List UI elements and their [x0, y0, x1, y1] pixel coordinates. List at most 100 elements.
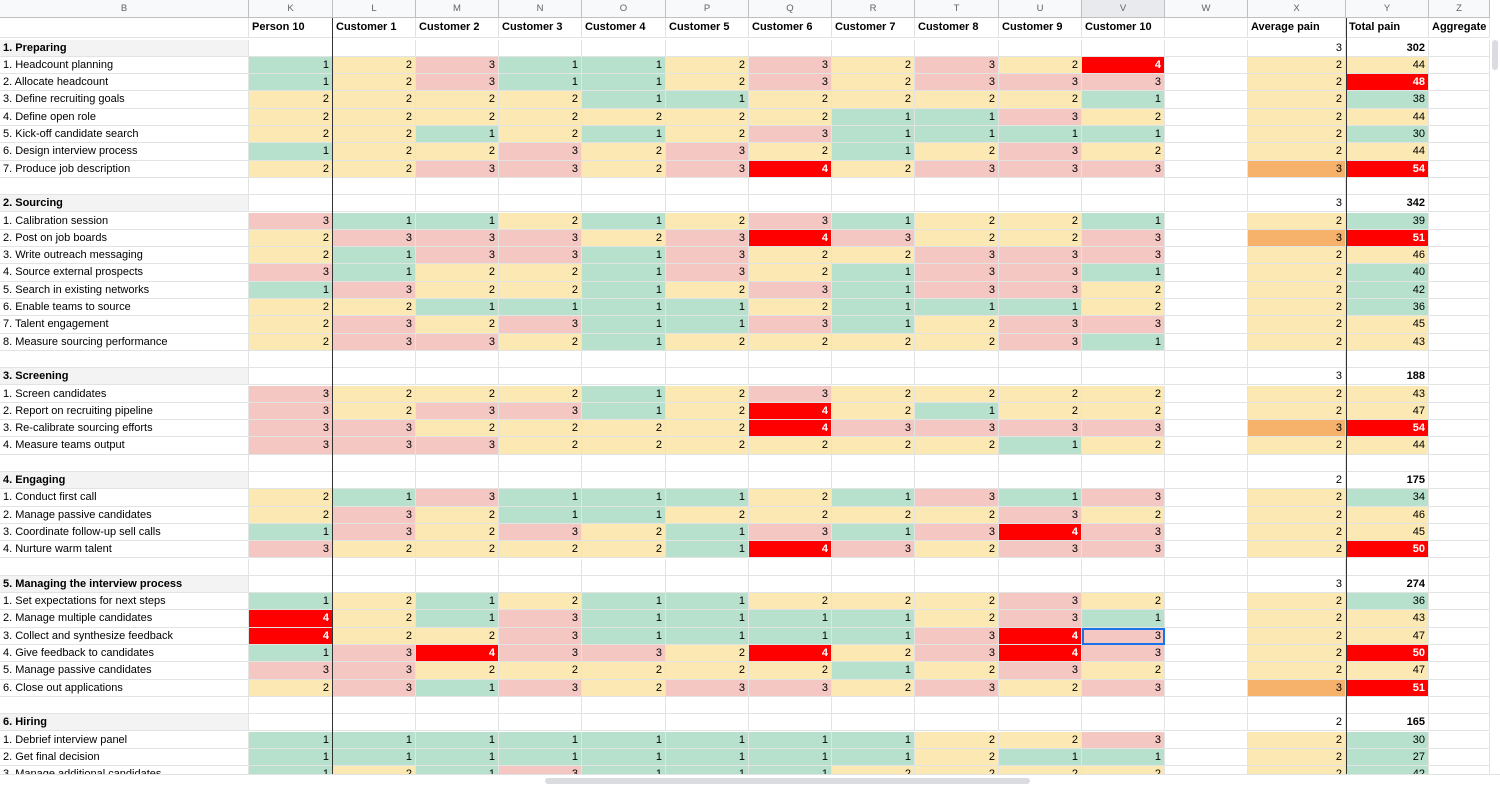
score-cell[interactable]: 3 — [249, 264, 333, 282]
score-cell[interactable]: 2 — [666, 385, 749, 403]
score-cell[interactable]: 2 — [749, 299, 832, 317]
score-cell[interactable]: 1 — [582, 212, 666, 230]
average-cell[interactable]: 2 — [1248, 126, 1346, 144]
cell[interactable] — [749, 472, 832, 490]
average-cell[interactable]: 2 — [1248, 523, 1346, 542]
score-cell[interactable]: 2 — [249, 160, 333, 178]
score-cell[interactable]: 2 — [333, 299, 416, 317]
score-cell[interactable]: 3 — [333, 645, 416, 663]
score-cell[interactable]: 1 — [666, 489, 749, 507]
score-cell[interactable]: 3 — [333, 229, 416, 248]
cell[interactable] — [1429, 143, 1490, 161]
score-cell[interactable]: 3 — [915, 645, 999, 663]
score-cell[interactable]: 3 — [499, 645, 582, 663]
average-cell[interactable]: 2 — [1248, 212, 1346, 230]
score-cell[interactable]: 1 — [249, 645, 333, 663]
score-cell[interactable]: 3 — [749, 126, 832, 144]
cell[interactable] — [1248, 350, 1346, 369]
cell[interactable] — [1248, 454, 1346, 472]
cell[interactable] — [915, 195, 999, 213]
cell[interactable] — [1165, 264, 1248, 282]
cell[interactable] — [1429, 523, 1490, 542]
cell[interactable] — [999, 472, 1082, 490]
score-cell[interactable]: 1 — [666, 299, 749, 317]
total-cell[interactable]: 43 — [1346, 333, 1429, 351]
average-cell[interactable]: 2 — [1248, 593, 1346, 611]
cell[interactable] — [0, 350, 249, 369]
total-cell[interactable]: 38 — [1346, 91, 1429, 109]
cell[interactable] — [999, 39, 1082, 57]
cell[interactable] — [582, 39, 666, 57]
score-cell[interactable]: 2 — [666, 56, 749, 75]
score-cell[interactable]: 4 — [999, 645, 1082, 663]
score-cell[interactable]: 2 — [999, 212, 1082, 230]
score-cell[interactable]: 3 — [915, 281, 999, 299]
v-scrollbar[interactable] — [1492, 40, 1498, 70]
score-cell[interactable]: 2 — [499, 126, 582, 144]
average-cell[interactable]: 2 — [1248, 627, 1346, 645]
row-label[interactable]: 4. Measure teams output — [0, 437, 249, 455]
score-cell[interactable]: 3 — [333, 662, 416, 680]
score-cell[interactable]: 3 — [499, 143, 582, 161]
cell[interactable] — [1165, 679, 1248, 697]
cell[interactable] — [749, 177, 832, 196]
cell[interactable] — [1429, 281, 1490, 299]
row-label[interactable]: 1. Calibration session — [0, 212, 249, 230]
score-cell[interactable]: 3 — [915, 489, 999, 507]
cell[interactable] — [1165, 229, 1248, 248]
cell[interactable] — [1429, 212, 1490, 230]
total-cell[interactable]: 47 — [1346, 627, 1429, 645]
score-cell[interactable]: 2 — [1082, 281, 1165, 299]
cell[interactable] — [582, 350, 666, 369]
score-cell[interactable]: 2 — [666, 108, 749, 126]
row-label[interactable]: 5. Kick-off candidate search — [0, 126, 249, 144]
score-cell[interactable]: 2 — [749, 264, 832, 282]
score-cell[interactable]: 2 — [499, 108, 582, 126]
score-cell[interactable]: 2 — [333, 143, 416, 161]
cell[interactable] — [749, 454, 832, 472]
total-cell[interactable]: 30 — [1346, 126, 1429, 144]
score-cell[interactable]: 3 — [915, 420, 999, 438]
score-cell[interactable]: 2 — [333, 627, 416, 645]
cell[interactable] — [1429, 627, 1490, 645]
cell[interactable] — [1165, 177, 1248, 196]
score-cell[interactable]: 2 — [499, 541, 582, 559]
row-label[interactable]: 2. Post on job boards — [0, 229, 249, 248]
cell[interactable] — [915, 696, 999, 715]
score-cell[interactable]: 3 — [416, 74, 499, 92]
section-total[interactable]: 188 — [1346, 368, 1429, 386]
cell[interactable] — [832, 696, 915, 715]
score-cell[interactable]: 3 — [999, 420, 1082, 438]
score-cell[interactable]: 3 — [666, 160, 749, 178]
score-cell[interactable]: 1 — [915, 299, 999, 317]
cell[interactable] — [915, 714, 999, 732]
cell[interactable] — [499, 195, 582, 213]
score-cell[interactable]: 3 — [1082, 420, 1165, 438]
cell[interactable] — [0, 177, 249, 196]
cell[interactable] — [1429, 160, 1490, 178]
score-cell[interactable]: 3 — [749, 523, 832, 542]
cell[interactable] — [1165, 506, 1248, 524]
score-cell[interactable]: 2 — [249, 247, 333, 265]
score-cell[interactable]: 1 — [333, 212, 416, 230]
total-cell[interactable]: 50 — [1346, 541, 1429, 559]
score-cell[interactable]: 3 — [749, 56, 832, 75]
score-cell[interactable]: 1 — [666, 731, 749, 749]
total-cell[interactable]: 54 — [1346, 420, 1429, 438]
score-cell[interactable]: 2 — [582, 229, 666, 248]
cell[interactable] — [666, 368, 749, 386]
cell[interactable] — [666, 472, 749, 490]
score-cell[interactable]: 2 — [1082, 143, 1165, 161]
row-label[interactable]: 5. Search in existing networks — [0, 281, 249, 299]
score-cell[interactable]: 1 — [666, 523, 749, 542]
cell[interactable] — [333, 696, 416, 715]
cell[interactable] — [1429, 229, 1490, 248]
score-cell[interactable]: 1 — [666, 541, 749, 559]
score-cell[interactable]: 3 — [249, 212, 333, 230]
score-cell[interactable]: 3 — [499, 247, 582, 265]
score-cell[interactable]: 1 — [832, 731, 915, 749]
total-cell[interactable]: 46 — [1346, 506, 1429, 524]
cell[interactable] — [1165, 385, 1248, 403]
score-cell[interactable]: 3 — [416, 247, 499, 265]
cell[interactable] — [1165, 731, 1248, 749]
